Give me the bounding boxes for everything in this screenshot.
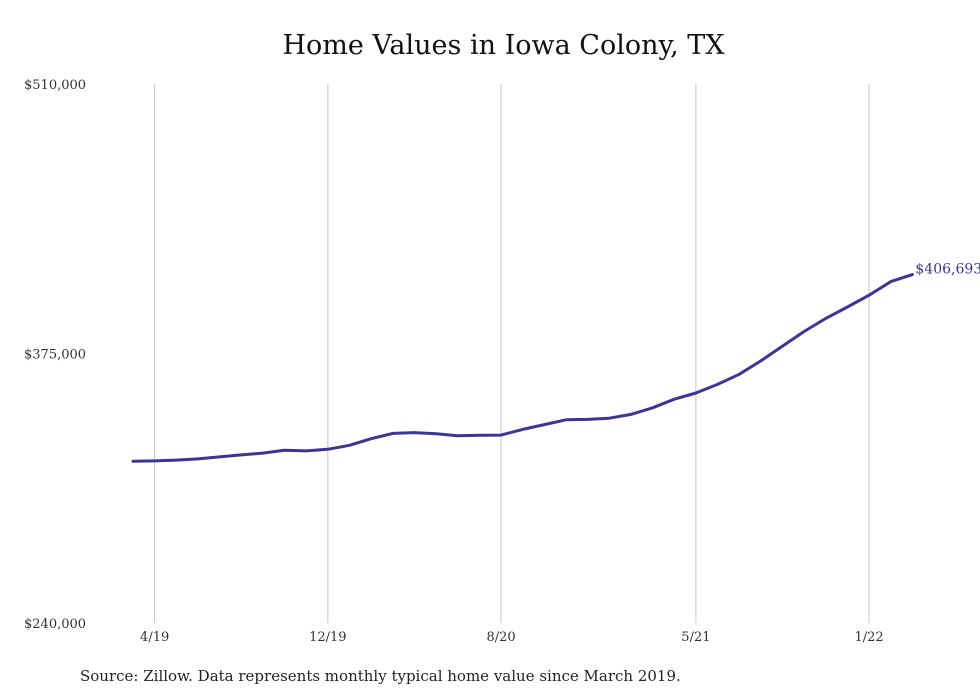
x-tick-label: 4/19 <box>140 630 169 645</box>
y-tick-label: $375,000 <box>24 348 86 363</box>
vertical-gridlines <box>154 84 870 623</box>
x-tick-label: 5/21 <box>681 630 710 645</box>
x-tick-label: 12/19 <box>309 630 346 645</box>
y-tick-label: $510,000 <box>24 78 86 93</box>
series-layer: $406,693 <box>131 262 980 463</box>
x-tick-label: 1/22 <box>854 630 883 645</box>
chart-title: Home Values in Iowa Colony, TX <box>282 30 725 61</box>
x-tick-label: 8/20 <box>486 630 515 645</box>
y-tick-label: $240,000 <box>24 617 86 632</box>
y-axis-tick-labels: $510,000 $375,000 $240,000 <box>24 78 86 632</box>
source-note: Source: Zillow. Data represents monthly … <box>80 667 681 685</box>
end-value-label: $406,693 <box>915 262 980 278</box>
x-axis-tick-labels: 4/19 12/19 8/20 5/21 1/22 <box>140 630 884 645</box>
series-line-0 <box>131 273 914 463</box>
